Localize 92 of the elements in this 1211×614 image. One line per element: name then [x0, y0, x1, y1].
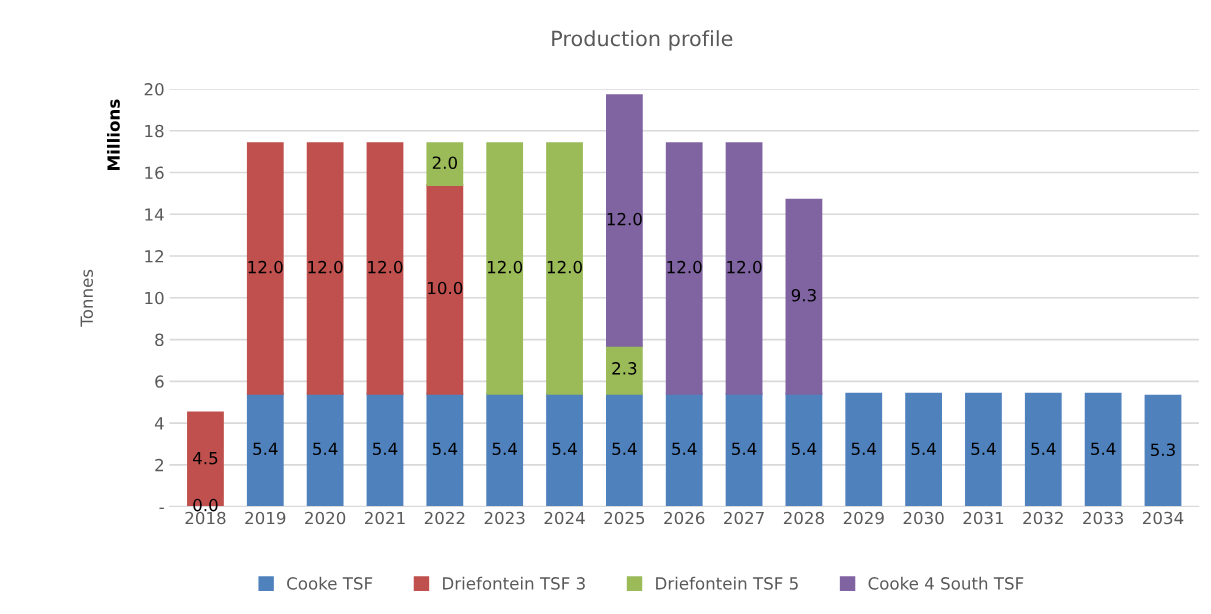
- data-label: 2.0: [432, 156, 457, 170]
- x-tick-label: 2031: [963, 511, 1004, 525]
- y-tick-label: 12: [145, 250, 164, 263]
- y-tick-label: 10: [145, 291, 164, 305]
- data-label: 12.0: [667, 260, 702, 274]
- data-label: 5.4: [492, 442, 517, 456]
- bar: [785, 392, 823, 507]
- bar: [665, 142, 703, 395]
- legend-label: Driefontein TSF 3: [443, 576, 585, 590]
- y-tick-label: 4: [154, 417, 164, 430]
- data-label: 5.4: [373, 442, 398, 456]
- y-tick-label: 8: [155, 333, 164, 347]
- data-label: 9.3: [791, 288, 816, 302]
- text: Millions: [106, 99, 120, 170]
- x-tick-label: 2018: [185, 511, 226, 525]
- bar: [366, 142, 404, 395]
- x-tick-label: 2028: [783, 511, 824, 525]
- y-tick-label: 20: [144, 82, 164, 96]
- bar: [486, 142, 524, 395]
- x-tick-label: 2025: [604, 511, 645, 525]
- bar: [426, 142, 464, 187]
- x-tick-label: 2030: [903, 511, 944, 525]
- y-tick-label: 14: [145, 208, 164, 221]
- bar: [605, 344, 643, 395]
- bar: [785, 198, 823, 395]
- data-label: 5.4: [313, 442, 338, 456]
- bar: [845, 392, 883, 507]
- x-tick-label: 2020: [305, 511, 346, 525]
- data-label: 12.0: [607, 212, 642, 226]
- data-label: 12.0: [727, 260, 762, 274]
- data-label: 12.0: [248, 260, 283, 274]
- data-label: 5.4: [971, 442, 996, 456]
- y-tick-label: 6: [155, 375, 164, 388]
- data-label: 5.4: [732, 442, 757, 456]
- data-label: 5.4: [1091, 442, 1116, 456]
- x-tick-label: 2027: [724, 511, 764, 525]
- x-tick-label: 2032: [1023, 511, 1063, 525]
- x-tick-label: 2033: [1083, 511, 1124, 525]
- bar: [546, 142, 583, 395]
- bar: [246, 142, 284, 395]
- bar: [1024, 392, 1062, 507]
- y-tick-label: 18: [145, 124, 164, 138]
- bar: [725, 392, 763, 507]
- data-label: 12.0: [308, 260, 343, 274]
- data-label: 12.0: [487, 260, 523, 274]
- bar: [605, 94, 643, 347]
- x-tick-label: 2019: [245, 511, 286, 525]
- bar: [306, 392, 344, 507]
- bar: [605, 392, 643, 507]
- legend-label: Driefontein TSF 5: [656, 576, 798, 590]
- data-label: 5.3: [1151, 443, 1175, 457]
- bar: [665, 392, 703, 507]
- data-label: 5.4: [1031, 442, 1056, 456]
- x-tick-label: 2034: [1143, 511, 1184, 525]
- x-tick-label: 2023: [484, 511, 525, 525]
- legend-label: Cooke 4 South TSF: [868, 576, 1024, 590]
- data-label: 5.4: [432, 442, 458, 456]
- bar: [1144, 394, 1182, 507]
- data-label: 4.5: [193, 452, 218, 465]
- bar: [965, 392, 1002, 507]
- data-label: 5.4: [911, 442, 936, 456]
- data-label: 2.3: [612, 362, 637, 375]
- bar: [1084, 392, 1122, 507]
- data-label: 5.4: [253, 442, 278, 456]
- y-tick-label: 16: [145, 166, 164, 180]
- bar: [905, 392, 942, 507]
- data-label: 5.4: [791, 442, 817, 456]
- legend-label: Cooke TSF: [287, 576, 373, 590]
- bar: [725, 142, 763, 395]
- data-label: 5.4: [612, 442, 637, 456]
- bar: [426, 392, 464, 507]
- y-tick-label: -: [159, 507, 164, 509]
- data-label: 12.0: [368, 260, 403, 274]
- data-label: 5.4: [552, 442, 577, 456]
- data-label: 12.0: [547, 260, 582, 274]
- x-tick-label: 2029: [843, 511, 884, 525]
- data-label: 5.4: [851, 442, 877, 456]
- data-label: 5.4: [672, 442, 697, 456]
- bar: [546, 392, 583, 507]
- data-label: 10.0: [428, 281, 463, 295]
- bar: [246, 392, 284, 507]
- bar: [426, 184, 464, 395]
- y-tick-label: 2: [155, 458, 164, 472]
- chart-title: Production profile: [552, 30, 733, 51]
- y-axis-title: Tonnes: [80, 269, 94, 327]
- x-tick-label: 2021: [365, 511, 405, 525]
- x-tick-label: 2024: [544, 511, 585, 525]
- bar: [486, 392, 524, 507]
- x-tick-label: 2022: [424, 511, 465, 525]
- x-tick-label: 2026: [664, 511, 705, 525]
- bar: [366, 392, 404, 507]
- bar: [306, 142, 344, 395]
